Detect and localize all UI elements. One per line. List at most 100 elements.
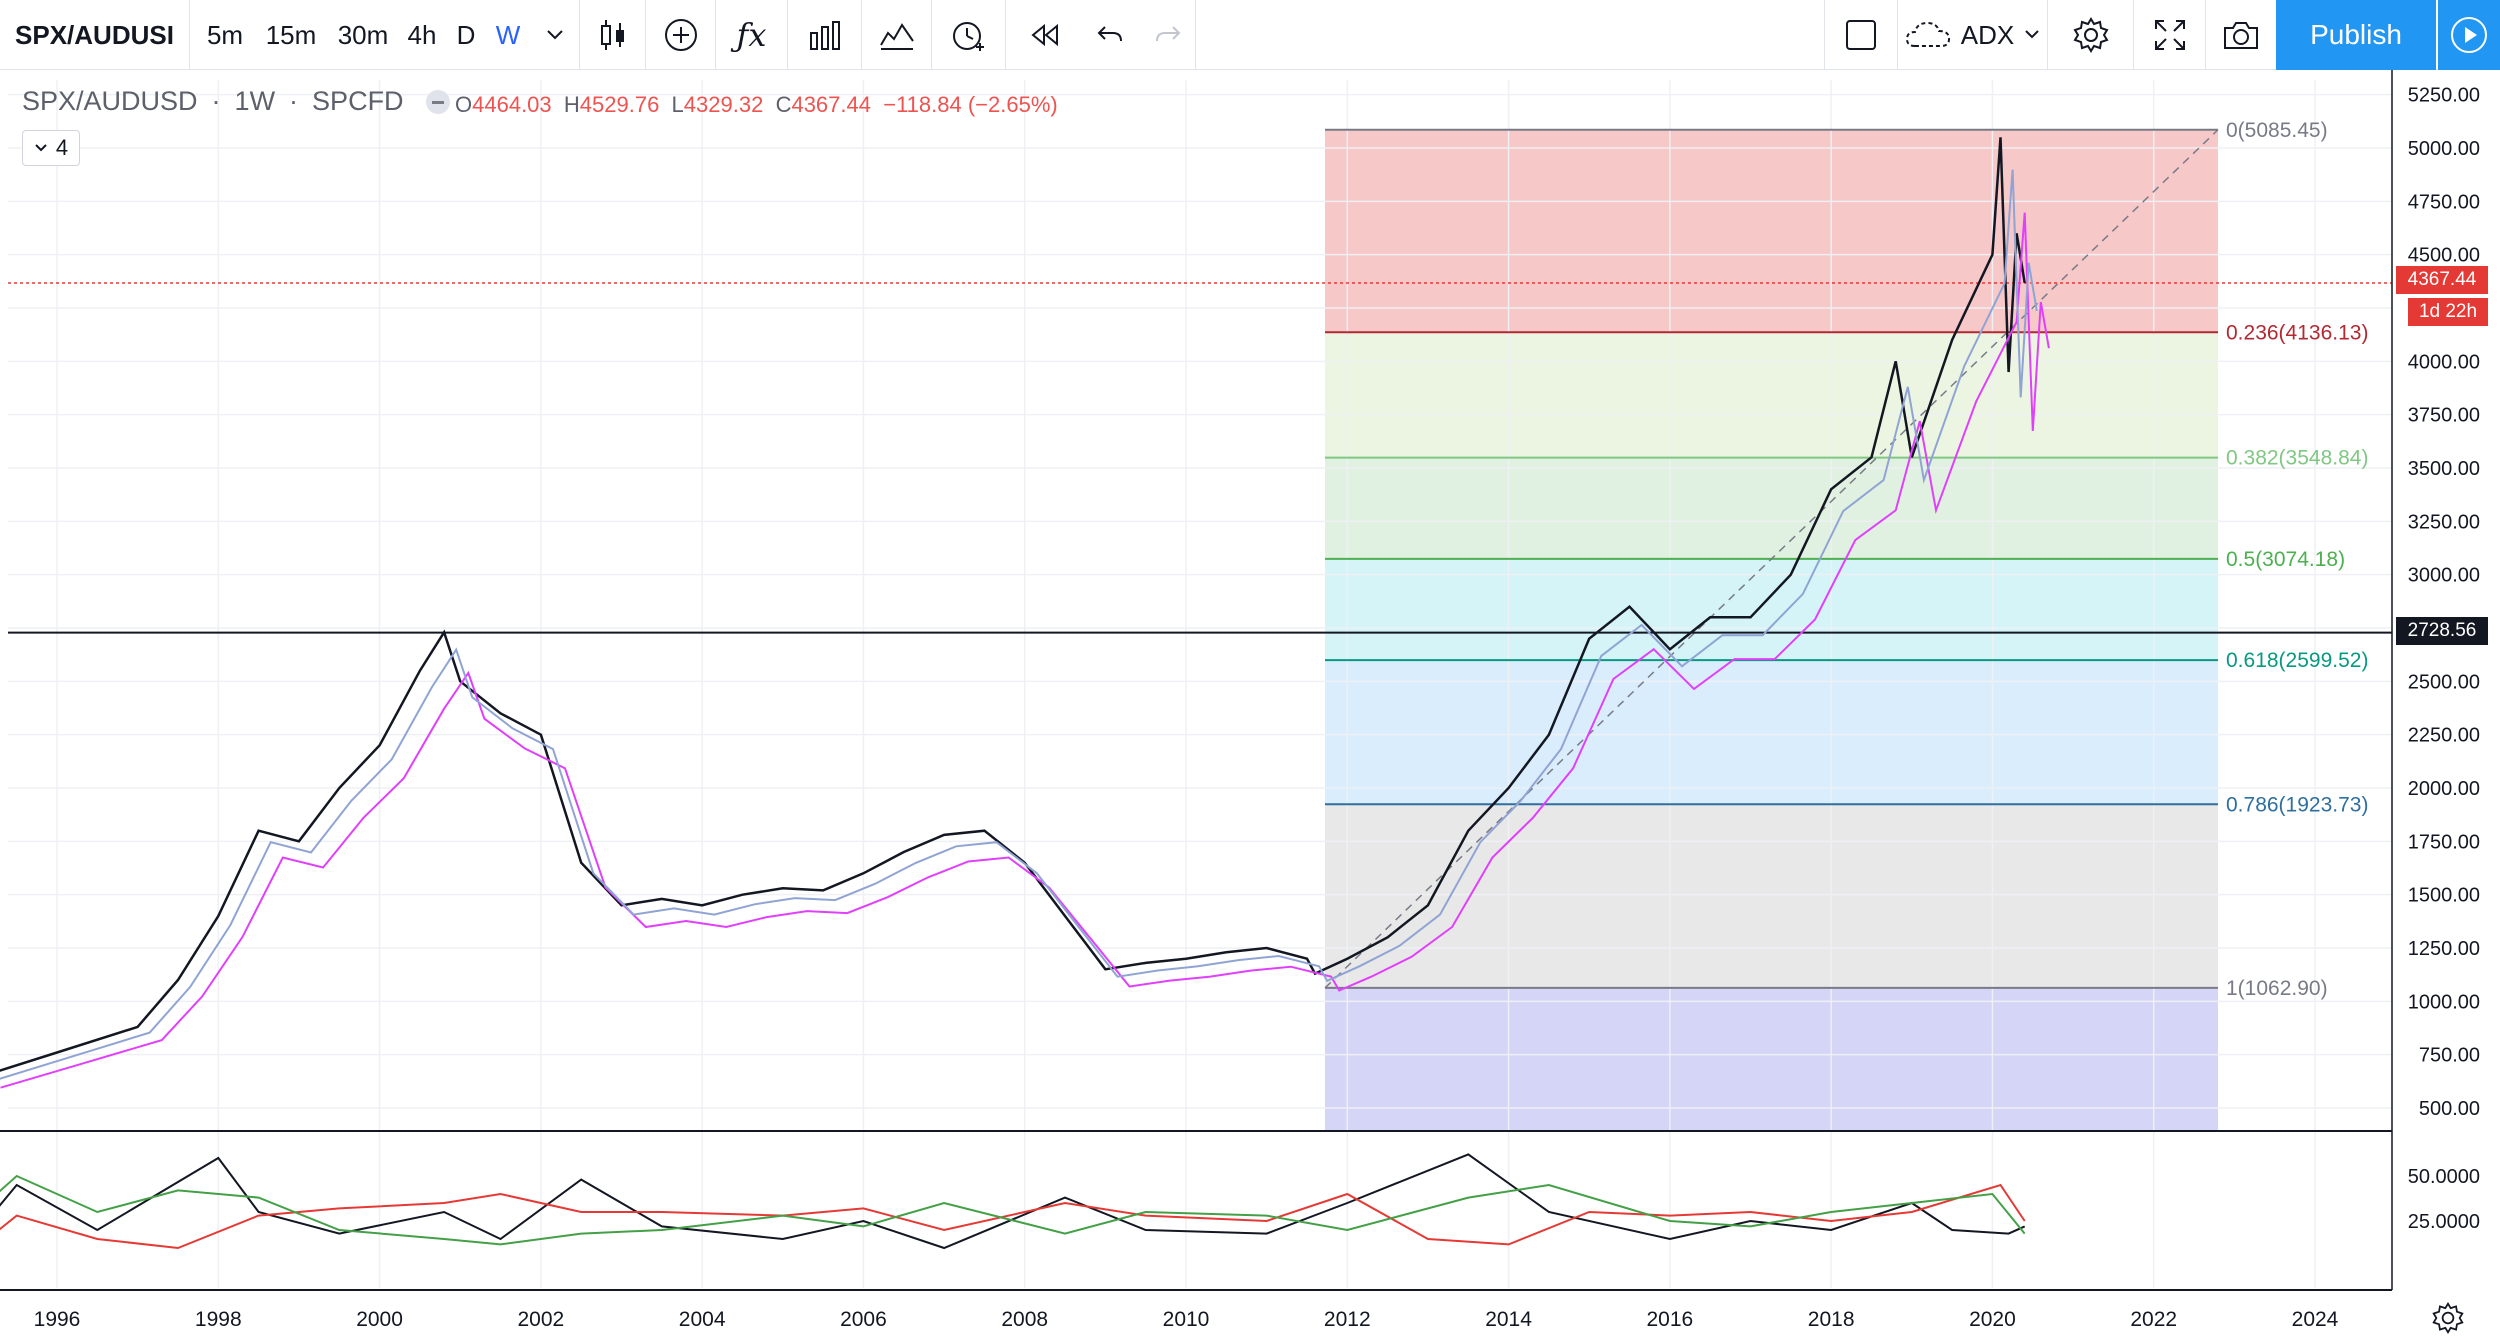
indicator-count: 4 [55,135,69,160]
main-chart-canvas[interactable]: 0(5085.45) 0.236(4136.13) 0.382(3548.84) 0.… [0,70,2500,1340]
low-value: 4329.32 [683,92,764,117]
bar-countdown-tag: 1d 22h [2408,298,2488,326]
financials-icon[interactable] [862,0,932,70]
fib-trend-line[interactable] [1324,129,2219,989]
interval-5m[interactable]: 5m [206,19,244,50]
fib-level-label: 0.5(3074.18) [2226,548,2345,571]
price-axis-tick-label: 4500.00 [2408,245,2480,267]
horizontal-lines-layer [8,282,2392,634]
price-axis-tick-label: 3250.00 [2408,511,2480,533]
interval-dropdown-chevron-icon[interactable] [530,0,580,70]
time-axis-tick-label: 1996 [34,1308,81,1331]
fib-zone [1325,332,2218,458]
change-value: −118.84 (−2.65%) [883,92,1058,117]
price-axis-tick-label: 2250.00 [2408,725,2480,747]
price-axis-tick-label: 5000.00 [2408,138,2480,160]
price-axis-tick-label: 750.00 [2419,1045,2480,1067]
interval-d[interactable]: D [456,19,476,50]
price-axis-tick-label: 4750.00 [2408,191,2480,213]
price-axis-tick-label: 1250.00 [2408,938,2480,960]
legend-collapse-icon[interactable] [425,89,450,114]
undo-icon[interactable] [1080,0,1140,70]
legend-source: SPCFD [312,86,404,116]
time-axis-tick-label: 2012 [1324,1308,1371,1331]
fib-level-label: 0.236(4136.13) [2226,321,2368,344]
fib-zone [1325,558,2218,661]
price-axis-tick-label: 2500.00 [2408,671,2480,693]
time-axis-tick-label: 2022 [2130,1308,2177,1331]
fib-level-label: 0.382(3548.84) [2226,447,2368,470]
high-label: H [563,92,580,117]
fib-zone [1325,987,2218,1132]
chart-legend: SPX/AUDUSD · 1W · SPCFD [22,86,450,117]
indicators-toggle-button[interactable]: 4 [22,130,80,166]
chart-settings-gear-icon[interactable] [2428,1298,2468,1338]
price-axis-tick-label: 3000.00 [2408,565,2480,587]
interval-30m[interactable]: 30m [337,19,389,50]
fullscreen-icon[interactable] [2134,0,2206,70]
alert-clock-icon[interactable] [932,0,1006,70]
price-axis-tick-label: 2000.00 [2408,778,2480,800]
price-axis-tick-label: 3750.00 [2408,405,2480,427]
price-series-layer [0,137,2050,1089]
compare-add-icon[interactable] [646,0,716,70]
time-axis-tick-label: 2006 [840,1308,887,1331]
candles-chart-type-icon[interactable] [580,0,646,70]
ichimoku-span-line [0,212,2050,1089]
oscillator-line [0,1174,2026,1246]
time-axis-tick-label: 2020 [1969,1308,2016,1331]
time-axis-tick-label: 2014 [1485,1308,1532,1331]
fib-zone [1325,457,2218,559]
axes-layer: 500.00 750.00 1000.00 1250.00 1500.00 1750.00… [34,70,2480,1331]
interval-15m[interactable]: 15m [265,19,317,50]
symbol-search-button[interactable]: SPX/AUDUSI [0,0,190,70]
fib-zone [1325,804,2218,988]
low-label: L [671,92,684,117]
indicator-templates-button[interactable]: ADX [1898,0,2048,70]
interval-4h[interactable]: 4h [407,19,437,50]
replay-icon[interactable] [1012,0,1078,70]
legend-symbol[interactable]: SPX/AUDUSD [22,86,198,116]
oscillator-axis-tick-label: 25.0000 [2408,1211,2480,1233]
templates-icon[interactable] [788,0,862,70]
close-label: C [775,92,792,117]
publish-button[interactable]: Publish [2276,0,2436,70]
price-axis-tick-label: 1750.00 [2408,831,2480,853]
time-axis-tick-label: 2010 [1163,1308,1210,1331]
fib-zone [1325,129,2218,333]
layout-select-icon[interactable] [1824,0,1898,70]
ichimoku-base-line [0,169,2038,1080]
legend-dot: · [211,86,221,116]
redo-icon[interactable] [1140,0,1196,70]
fib-lines-layer: 0(5085.45) 0.236(4136.13) 0.382(3548.84) 0.… [1324,119,2368,1000]
indicators-fx-icon[interactable]: ƒx [716,0,788,70]
fib-level-label: 0.786(1923.73) [2226,793,2368,816]
indicator-template-label: ADX [1960,19,2015,50]
price-axis-tick-label: 5250.00 [2408,85,2480,107]
settings-gear-icon[interactable] [2048,0,2134,70]
close-value: 4367.44 [791,92,871,117]
price-axis-tick-label: 500.00 [2419,1098,2480,1120]
interval-w[interactable]: W [495,19,521,50]
price-axis-tick-label: 1500.00 [2408,885,2480,907]
oscillator-axis-tick-label: 50.0000 [2408,1166,2480,1188]
open-label: O [455,92,473,117]
oscillator-layer [0,1130,2392,1291]
oscillator-line [0,1183,2026,1250]
oscillator-line [0,1153,2026,1250]
high-value: 4529.76 [579,92,660,117]
price-axis-tick-label: 3500.00 [2408,458,2480,480]
legend-interval: 1W [234,86,276,116]
publish-video-play-icon[interactable] [2438,0,2500,70]
last-price-tag: 4367.44 [2396,266,2488,294]
grid-layer [8,80,2392,1288]
top-toolbar: SPX/AUDUSI 5m 15m 30m 4h D W ƒx ADX [0,0,2500,70]
time-axis-tick-label: 2000 [356,1308,403,1331]
time-axis-tick-label: 1998 [195,1308,242,1331]
legend-dot: · [289,86,299,116]
snapshot-camera-icon[interactable] [2206,0,2276,70]
fib-zone [1325,660,2218,805]
fib-level-label: 0.618(2599.52) [2226,649,2368,672]
time-axis-tick-label: 2004 [679,1308,726,1331]
open-value: 4464.03 [472,92,552,117]
